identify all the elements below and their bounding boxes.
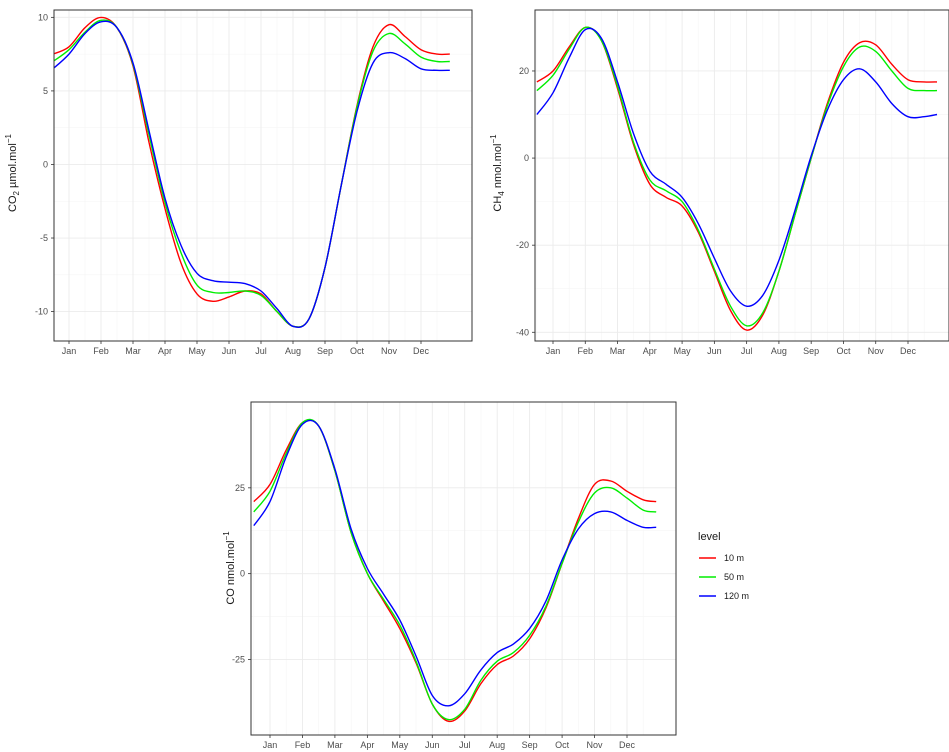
plot-area: [535, 10, 949, 341]
x-tick-label-may: May: [674, 346, 692, 356]
y-tick-label: -10: [35, 307, 48, 317]
x-tick-label-oct: Oct: [555, 740, 570, 750]
y-axis-label: CH4 nmol.mol−1: [489, 134, 506, 212]
series-line-120m: [536, 27, 938, 307]
y-tick-label: 5: [43, 86, 48, 96]
ch4-panel: Jan Feb Mar Apr May Jun Jul Aug Sep Oct Nov Dec -40 -…: [489, 9, 949, 356]
x-tick-label-nov: Nov: [587, 740, 604, 750]
co-panel: Jan Feb Mar Apr May Jun Jul Aug Sep Oct Nov Dec -25 0…: [222, 401, 677, 750]
x-tick-label-apr: Apr: [360, 740, 374, 750]
x-tick-label-dec: Dec: [900, 346, 917, 356]
x-tick-label-oct: Oct: [836, 346, 851, 356]
x-tick-label-aug: Aug: [771, 346, 787, 356]
x-tick-label-mar: Mar: [610, 346, 626, 356]
legend-label-10m: 10 m: [724, 553, 744, 563]
y-axis-label: CO nmol.mol−1: [222, 531, 237, 605]
legend-label-50m: 50 m: [724, 572, 744, 582]
y-tick-label: 25: [235, 483, 245, 493]
x-tick-label-sep: Sep: [803, 346, 819, 356]
legend: level 10 m 50 m 120 m: [698, 531, 749, 601]
x-tick-label-aug: Aug: [489, 740, 505, 750]
x-tick-label-aug: Aug: [285, 346, 301, 356]
x-tick-label-sep: Sep: [522, 740, 538, 750]
x-tick-label-jun: Jun: [222, 346, 237, 356]
y-axis-label: CO2 µmol.mol−1: [4, 133, 21, 212]
x-tick-label-jan: Jan: [62, 346, 77, 356]
y-tick-label: -25: [232, 654, 245, 664]
co2-panel: Jan Feb Mar Apr May Jun Jul Aug Sep Oct Nov Dec -10 -…: [4, 9, 473, 356]
y-tick-label: 0: [43, 159, 48, 169]
x-tick-label-feb: Feb: [578, 346, 594, 356]
legend-label-120m: 120 m: [724, 591, 749, 601]
y-tick-label: 10: [38, 12, 48, 22]
plot-area: [54, 10, 472, 341]
x-tick-label-nov: Nov: [868, 346, 885, 356]
x-tick-label-apr: Apr: [158, 346, 172, 356]
x-tick-label-jun: Jun: [425, 740, 440, 750]
x-tick-label-apr: Apr: [643, 346, 657, 356]
x-tick-label-may: May: [391, 740, 409, 750]
x-tick-label-sep: Sep: [317, 346, 333, 356]
y-tick-label: 0: [240, 569, 245, 579]
x-tick-label-jun: Jun: [707, 346, 722, 356]
x-tick-label-mar: Mar: [125, 346, 141, 356]
y-tick-label: 20: [519, 66, 529, 76]
x-tick-label-oct: Oct: [350, 346, 365, 356]
y-tick-label: -5: [40, 233, 48, 243]
panel-border: [534, 9, 949, 342]
x-tick-label-jan: Jan: [263, 740, 278, 750]
x-tick-label-jul: Jul: [459, 740, 471, 750]
x-tick-label-feb: Feb: [93, 346, 109, 356]
x-tick-label-dec: Dec: [413, 346, 430, 356]
y-tick-label: -40: [516, 327, 529, 337]
plot-area: [251, 402, 676, 735]
x-tick-label-jul: Jul: [741, 346, 753, 356]
y-tick-label: -20: [516, 240, 529, 250]
legend-title: level: [698, 531, 721, 543]
series-line-120m: [54, 20, 450, 328]
series-line-120m: [253, 419, 657, 707]
x-tick-label-mar: Mar: [327, 740, 343, 750]
panel-border: [53, 9, 473, 342]
x-tick-label-feb: Feb: [295, 740, 311, 750]
x-tick-label-may: May: [188, 346, 206, 356]
panel-border: [250, 401, 677, 736]
x-tick-label-dec: Dec: [619, 740, 636, 750]
x-tick-label-jul: Jul: [255, 346, 267, 356]
y-tick-label: 0: [524, 153, 529, 163]
x-tick-label-nov: Nov: [381, 346, 398, 356]
x-tick-label-jan: Jan: [546, 346, 561, 356]
series-line-50m: [536, 26, 938, 327]
